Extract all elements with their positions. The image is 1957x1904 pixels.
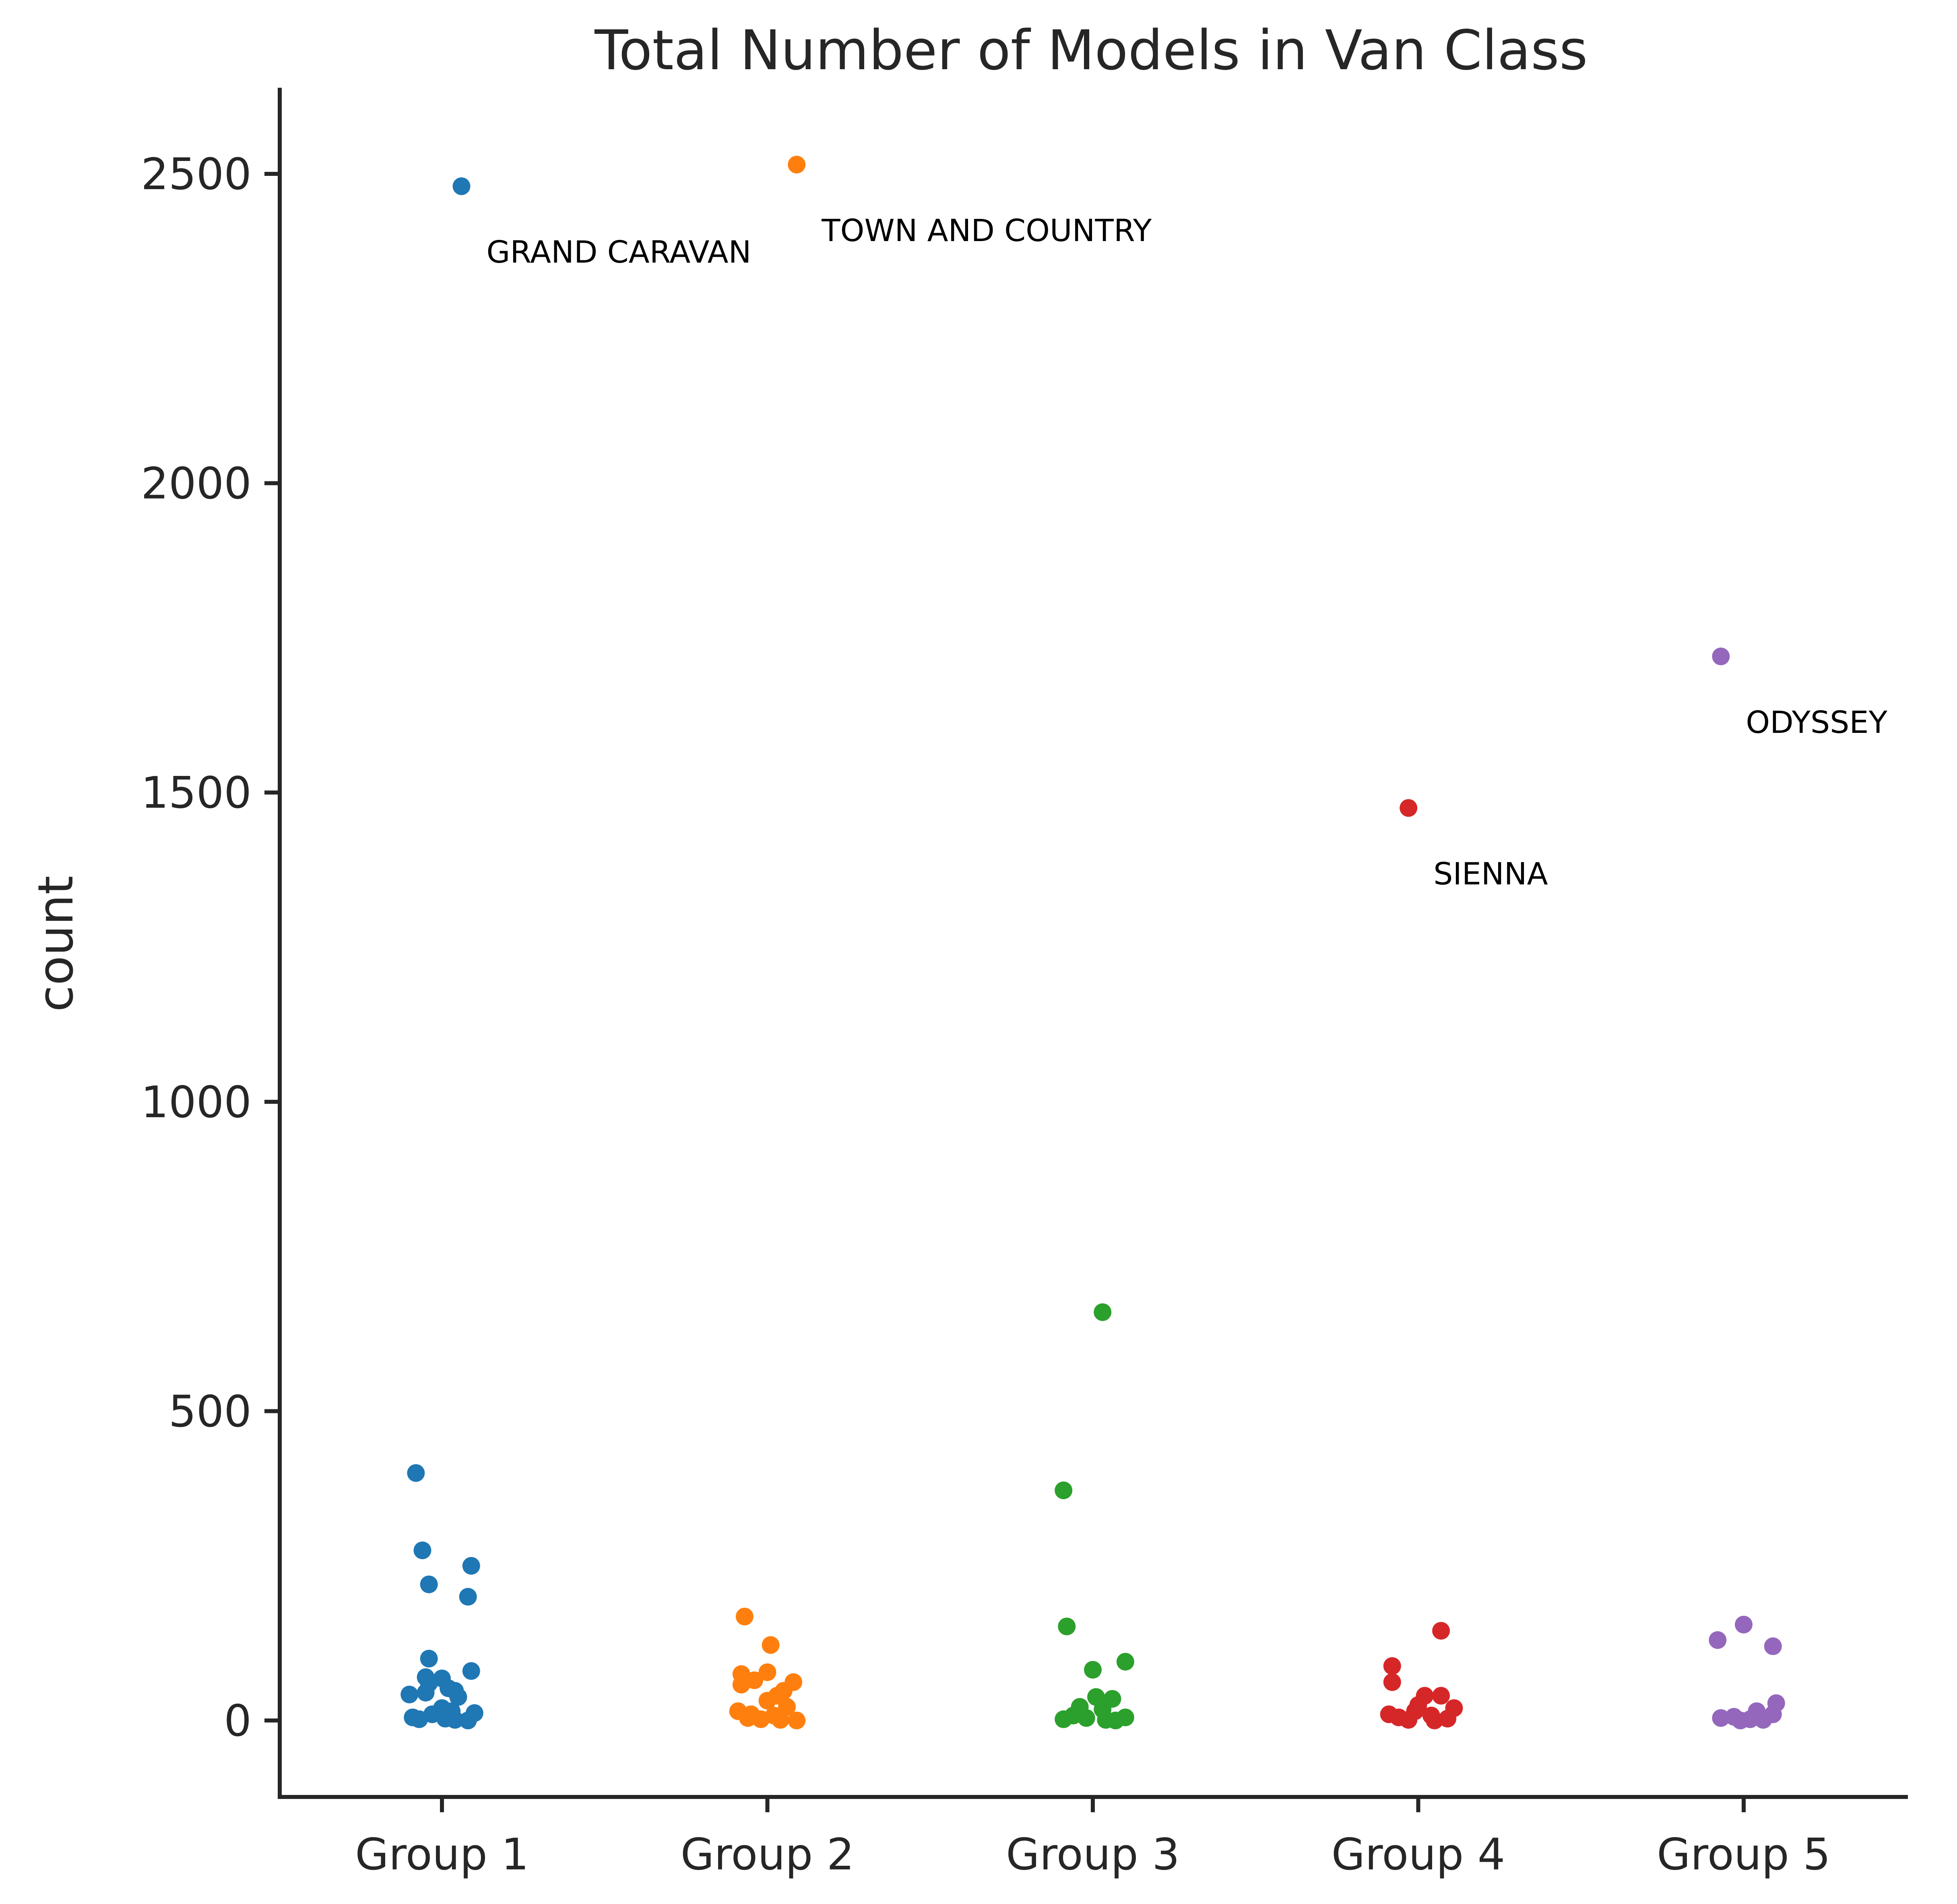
data-point bbox=[1735, 1616, 1753, 1634]
data-point bbox=[1078, 1709, 1095, 1727]
y-tick-label: 500 bbox=[169, 1386, 252, 1437]
point-annotation: TOWN AND COUNTRY bbox=[821, 212, 1152, 248]
data-point bbox=[1117, 1653, 1134, 1671]
data-point bbox=[1732, 1712, 1749, 1729]
data-point bbox=[1400, 799, 1417, 817]
data-point bbox=[453, 177, 471, 195]
data-point bbox=[462, 1662, 480, 1680]
data-point bbox=[1107, 1712, 1125, 1729]
x-tick-label: Group 3 bbox=[1006, 1830, 1180, 1880]
data-point bbox=[1709, 1631, 1726, 1649]
data-point bbox=[772, 1711, 789, 1729]
x-tick-label: Group 2 bbox=[681, 1830, 855, 1880]
data-point bbox=[459, 1712, 477, 1729]
data-point bbox=[1383, 1657, 1401, 1675]
y-tick-label: 2000 bbox=[141, 459, 252, 509]
data-point bbox=[736, 1608, 753, 1626]
y-tick-label: 1000 bbox=[141, 1077, 252, 1128]
data-point bbox=[1383, 1673, 1401, 1691]
data-point bbox=[1055, 1481, 1072, 1499]
data-point bbox=[1400, 1711, 1417, 1729]
data-point bbox=[1432, 1687, 1450, 1705]
data-point bbox=[1084, 1661, 1102, 1679]
data-point bbox=[410, 1710, 428, 1728]
data-points bbox=[400, 156, 1785, 1729]
data-point bbox=[413, 1541, 431, 1559]
x-tick-label: Group 1 bbox=[355, 1830, 529, 1880]
axes: 0 500 1000 1500 2000 2500 Group 1 Group 2 Group … bbox=[141, 88, 1908, 1880]
data-point bbox=[1755, 1711, 1772, 1729]
point-annotation: ODYSSEY bbox=[1746, 704, 1887, 740]
data-point bbox=[1055, 1710, 1072, 1728]
chart-title: Total Number of Models in Van Class bbox=[594, 19, 1587, 83]
data-point bbox=[788, 156, 805, 173]
y-tick-label: 0 bbox=[224, 1696, 252, 1746]
data-point bbox=[788, 1712, 805, 1729]
data-point bbox=[733, 1676, 750, 1694]
data-point bbox=[1764, 1638, 1782, 1655]
x-tick-label: Group 5 bbox=[1657, 1830, 1831, 1880]
data-point bbox=[1712, 1709, 1730, 1727]
data-point bbox=[1094, 1303, 1111, 1321]
data-point bbox=[1432, 1622, 1450, 1640]
data-point bbox=[420, 1576, 438, 1593]
data-point bbox=[420, 1650, 438, 1667]
data-point bbox=[407, 1464, 425, 1482]
y-tick-label: 1500 bbox=[141, 768, 252, 818]
data-point bbox=[762, 1636, 780, 1654]
data-point bbox=[462, 1557, 480, 1575]
data-point bbox=[1058, 1617, 1076, 1635]
x-tick-label: Group 4 bbox=[1332, 1830, 1505, 1880]
point-annotation: GRAND CARAVAN bbox=[487, 234, 751, 270]
y-axis-label: count bbox=[28, 876, 84, 1012]
y-tick-label: 2500 bbox=[141, 149, 252, 200]
data-point bbox=[1712, 648, 1730, 665]
data-point bbox=[1426, 1712, 1443, 1729]
data-point bbox=[752, 1710, 770, 1728]
data-point bbox=[400, 1685, 418, 1703]
annotations: GRAND CARAVAN TOWN AND COUNTRY ODYSSEY SIEN… bbox=[487, 212, 1888, 892]
data-point bbox=[417, 1684, 435, 1702]
data-point bbox=[459, 1588, 477, 1606]
point-annotation: SIENNA bbox=[1433, 856, 1548, 892]
